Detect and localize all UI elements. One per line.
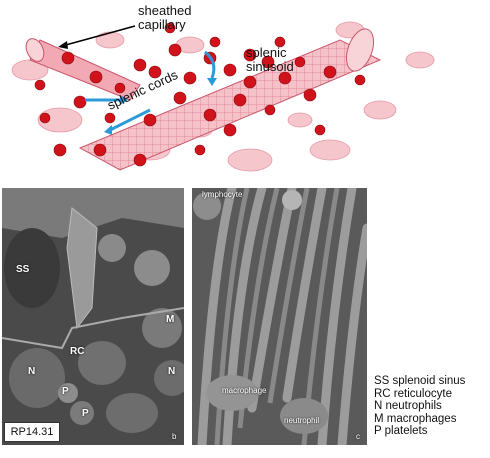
sheathed-capillary-tube (25, 38, 141, 101)
arrow-head-3 (120, 95, 128, 105)
panel-letter-c: c (356, 432, 360, 441)
label-ss: SS (16, 264, 30, 275)
capillary-pointer (58, 25, 136, 49)
label-n-left: N (28, 366, 36, 377)
arrow-head-1 (207, 78, 217, 86)
micrograph-c: lymphocyte macrophage neutrophil c (192, 188, 367, 445)
legend-item: RC reticulocyte (374, 387, 452, 400)
label-m: M (166, 314, 175, 325)
splenic-sinusoid-tube (78, 28, 382, 171)
legend-item: M macrophages (374, 412, 457, 425)
legend: SS splenoid sinus RC reticulocyte N neut… (374, 375, 488, 438)
legend-item: N neutrophils (374, 400, 442, 412)
sheathed-capillary-label: sheathed capillary (138, 3, 192, 32)
label-macrophage: macrophage (222, 386, 267, 395)
micrograph-b: SS RC N N M P P b (2, 188, 184, 445)
label-rc: RC (70, 346, 85, 357)
figure-id-box: RP14.31 (4, 422, 60, 442)
panel-letter-b: b (172, 432, 177, 441)
flow-arrows (85, 50, 216, 132)
spleen-illustration: splenic cords (11, 21, 435, 172)
label-neutrophil: neutrophil (284, 416, 320, 425)
label-p-2: P (82, 408, 89, 419)
micrograph-b-image (2, 188, 184, 445)
arrow-head-2 (104, 125, 112, 135)
label-p-1: P (62, 386, 69, 397)
label-n-right: N (168, 366, 176, 377)
splenic-sinusoid-label: splenic sinusoid (246, 45, 294, 74)
label-lymphocyte: lymphocyte (202, 190, 243, 199)
legend-item: P platelets (374, 425, 428, 437)
micrograph-c-image (192, 188, 367, 445)
legend-item: SS splenoid sinus (374, 375, 466, 387)
